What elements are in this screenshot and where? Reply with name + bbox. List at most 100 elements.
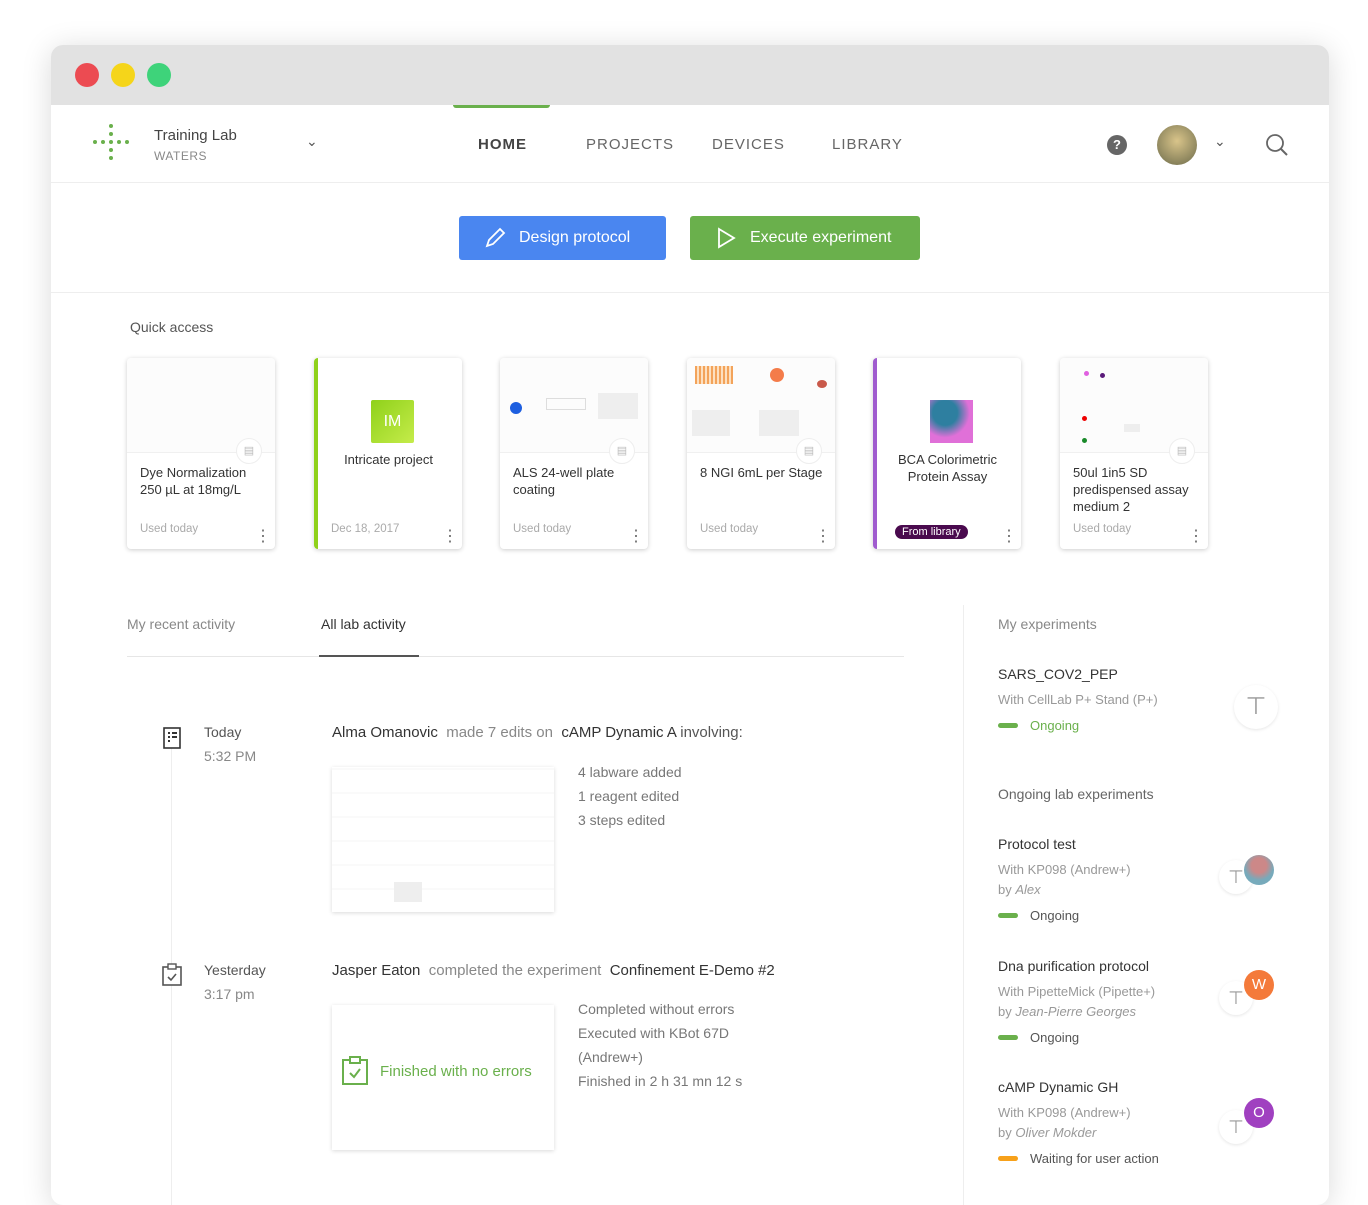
status-label: Ongoing bbox=[1030, 908, 1080, 923]
execute-experiment-button[interactable]: Execute experiment bbox=[690, 216, 920, 260]
activity-summary: Jasper Eaton completed the experiment Co… bbox=[332, 962, 775, 979]
minimize-button[interactable] bbox=[111, 63, 135, 87]
activity-verb: completed the experiment bbox=[428, 962, 602, 979]
more-options-icon[interactable]: ⋮ bbox=[255, 528, 271, 545]
from-library-badge: From library bbox=[895, 525, 968, 539]
status-bar bbox=[998, 1156, 1018, 1161]
activity-target[interactable]: Confinement E-Demo #2 bbox=[609, 962, 775, 979]
more-options-icon[interactable]: ⋮ bbox=[628, 528, 644, 545]
more-options-icon[interactable]: ⋮ bbox=[442, 528, 458, 545]
experiment-item[interactable]: Dna purification protocol With PipetteMi… bbox=[998, 958, 1155, 1045]
nav-library[interactable]: LIBRARY bbox=[832, 136, 903, 153]
design-protocol-button[interactable]: Design protocol bbox=[459, 216, 666, 260]
device-avatar: ⊤ bbox=[1219, 1110, 1253, 1144]
activity-target[interactable]: cAMP Dynamic A bbox=[561, 724, 677, 741]
experiment-author: Alex bbox=[1015, 882, 1041, 897]
title-bar bbox=[51, 45, 1329, 105]
card-title: Intricate project bbox=[344, 452, 433, 467]
close-button[interactable] bbox=[75, 63, 99, 87]
protocol-preview[interactable]: Finished with no errors bbox=[332, 1005, 554, 1150]
activity-suffix: involving: bbox=[680, 724, 743, 741]
execute-experiment-label: Execute experiment bbox=[750, 229, 892, 246]
card-meta: Used today bbox=[513, 523, 572, 535]
quick-card[interactable]: ▤ Dye Normalization 250 µL at 18mg/L Use… bbox=[127, 358, 275, 549]
tabs-divider bbox=[127, 656, 904, 657]
detail-line: 1 reagent edited bbox=[578, 788, 680, 804]
user-avatar bbox=[1244, 855, 1274, 885]
experiment-device: With KP098 (Andrew+) bbox=[998, 1105, 1131, 1120]
status-bar bbox=[998, 1035, 1018, 1040]
protocol-doc-icon: ▤ bbox=[236, 438, 262, 464]
active-tab-indicator bbox=[453, 105, 550, 108]
quick-access-title: Quick access bbox=[130, 319, 214, 335]
activity-time: 3:17 pm bbox=[204, 986, 255, 1002]
user-menu-chevron-icon[interactable]: ⌄ bbox=[1214, 133, 1226, 149]
clipboard-check-icon bbox=[162, 963, 182, 986]
org-name: WATERS bbox=[154, 149, 207, 163]
protocol-preview[interactable] bbox=[332, 767, 554, 912]
card-title: ALS 24-well plate coating bbox=[513, 465, 615, 497]
quick-card[interactable]: BCA Colorimetric Protein Assay From libr… bbox=[873, 358, 1021, 549]
device-avatar: ⊤ bbox=[1234, 685, 1278, 729]
protocol-thumbnail bbox=[687, 358, 835, 453]
card-title: 50ul 1in5 SD predispensed assay medium 2 bbox=[1073, 465, 1189, 514]
status-label: Ongoing bbox=[1030, 718, 1080, 733]
pencil-icon bbox=[485, 227, 506, 248]
detail-line: Finished in 2 h 31 mn 12 s bbox=[578, 1073, 743, 1089]
nav-projects[interactable]: PROJECTS bbox=[586, 136, 675, 153]
experiment-item[interactable]: Protocol test With KP098 (Andrew+) by Al… bbox=[998, 836, 1131, 923]
tab-my-recent-activity[interactable]: My recent activity bbox=[127, 616, 236, 632]
detail-line: (Andrew+) bbox=[578, 1049, 643, 1065]
user-avatar[interactable] bbox=[1157, 125, 1197, 165]
more-options-icon[interactable]: ⋮ bbox=[1188, 528, 1204, 545]
experiment-name: Dna purification protocol bbox=[998, 958, 1149, 974]
by-label: by bbox=[998, 1004, 1012, 1019]
play-icon bbox=[718, 227, 736, 249]
protocol-doc-icon: ▤ bbox=[1169, 438, 1195, 464]
lab-name[interactable]: Training Lab bbox=[154, 127, 237, 144]
experiment-item[interactable]: cAMP Dynamic GH With KP098 (Andrew+) by … bbox=[998, 1079, 1159, 1166]
lab-switch-chevron-icon[interactable]: ⌄ bbox=[306, 133, 318, 149]
project-initials: IM bbox=[371, 400, 414, 443]
more-options-icon[interactable]: ⋮ bbox=[1001, 528, 1017, 545]
activity-summary: Alma Omanovic made 7 edits on cAMP Dynam… bbox=[332, 724, 743, 741]
user-avatar: W bbox=[1244, 970, 1274, 1000]
detail-line: Executed with KBot 67D bbox=[578, 1025, 729, 1041]
card-title: Dye Normalization 250 µL at 18mg/L bbox=[140, 465, 247, 497]
top-nav: Training Lab WATERS ⌄ HOME PROJECTS DEVI… bbox=[51, 105, 1329, 183]
search-icon[interactable] bbox=[1265, 133, 1289, 157]
activity-verb: made 7 edits on bbox=[446, 724, 553, 741]
activity-time: 5:32 PM bbox=[204, 748, 257, 764]
experiment-name: Protocol test bbox=[998, 836, 1076, 852]
status-label: Ongoing bbox=[1030, 1030, 1080, 1045]
activity-day: Yesterday bbox=[204, 962, 266, 978]
divider bbox=[51, 292, 1329, 293]
status-label: Waiting for user action bbox=[1030, 1151, 1159, 1166]
card-title: 8 NGI 6mL per Stage bbox=[700, 465, 823, 480]
help-icon[interactable]: ? bbox=[1107, 135, 1127, 155]
activity-user[interactable]: Jasper Eaton bbox=[332, 962, 421, 979]
activity-user[interactable]: Alma Omanovic bbox=[332, 724, 438, 741]
quick-card[interactable]: IM Intricate project Dec 18, 2017 ⋮ bbox=[314, 358, 462, 549]
protocol-doc-icon: ▤ bbox=[796, 438, 822, 464]
column-divider bbox=[963, 605, 964, 1205]
quick-card[interactable]: ▤ ALS 24-well plate coating Used today ⋮ bbox=[500, 358, 648, 549]
card-meta: Dec 18, 2017 bbox=[331, 523, 400, 535]
quick-card[interactable]: ▤ 50ul 1in5 SD predispensed assay medium… bbox=[1060, 358, 1208, 549]
experiment-item[interactable]: SARS_COV2_PEP With CellLab P+ Stand (P+)… bbox=[998, 666, 1158, 733]
finished-overlay: Finished with no errors bbox=[380, 1063, 532, 1080]
quick-card[interactable]: ▤ 8 NGI 6mL per Stage Used today ⋮ bbox=[687, 358, 835, 549]
nav-devices[interactable]: DEVICES bbox=[712, 136, 785, 153]
lab-experiments-title: Ongoing lab experiments bbox=[998, 786, 1154, 802]
more-options-icon[interactable]: ⋮ bbox=[815, 528, 831, 545]
maximize-button[interactable] bbox=[147, 63, 171, 87]
tab-all-lab-activity[interactable]: All lab activity bbox=[321, 616, 406, 632]
library-thumbnail bbox=[930, 400, 973, 443]
logo-icon bbox=[93, 124, 129, 160]
protocol-thumbnail bbox=[127, 358, 275, 453]
detail-line: 3 steps edited bbox=[578, 812, 666, 828]
experiment-name: SARS_COV2_PEP bbox=[998, 666, 1118, 682]
nav-home[interactable]: HOME bbox=[478, 136, 527, 153]
experiment-device: With CellLab P+ Stand (P+) bbox=[998, 692, 1158, 707]
user-avatar: O bbox=[1244, 1098, 1274, 1128]
